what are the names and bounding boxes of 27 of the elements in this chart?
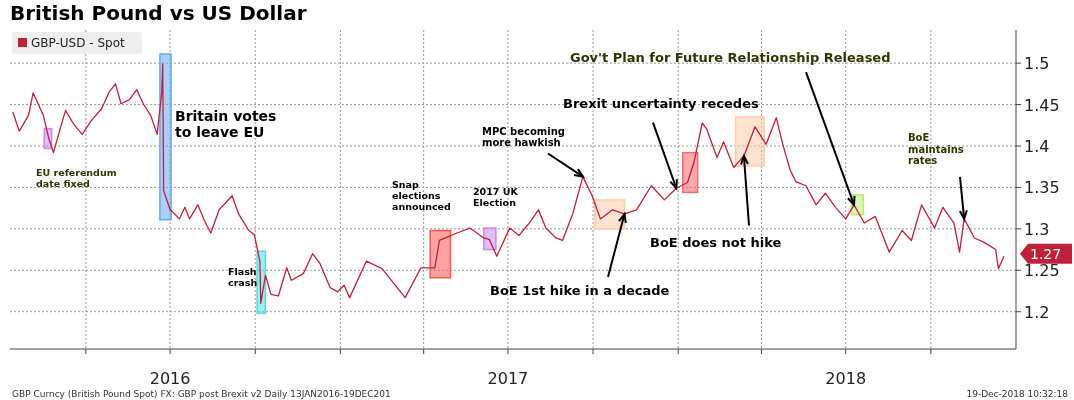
annotation: MPC becoming more hawkish [482, 125, 565, 149]
annotation: Brexit uncertainty recedes [563, 95, 759, 111]
text: GBP Curncy (British Pound Spot) FX: GBP post Brexit v2 Daily 13JAN2016-19DEC201 [12, 389, 391, 399]
annotation: 1.27 [1030, 245, 1062, 262]
chart-title: British Pound vs US Dollar [10, 1, 307, 25]
annotation: BoE 1st hike in a decade [490, 282, 670, 298]
annotation: Britain votes to leave EU [175, 107, 277, 140]
legend-label: GBP-USD - Spot [31, 36, 126, 50]
y-tick-label: 1.25 [1024, 261, 1060, 281]
annotation: BoE maintains rates [908, 132, 964, 167]
y-tick-label: 1.5 [1024, 54, 1050, 74]
x-tick-label: 2018 [825, 369, 867, 388]
x-tick-label: 2017 [487, 369, 529, 388]
y-tick-label: 1.35 [1024, 178, 1060, 198]
x-tick-label: 2016 [149, 369, 191, 388]
y-tick-label: 1.2 [1024, 302, 1050, 322]
annotation: Snap elections announced [392, 179, 451, 212]
annotation: EU referendum date fixed [36, 166, 117, 189]
line-series [12, 63, 1005, 305]
text: 19-Dec-2018 10:32:18 [966, 389, 1069, 399]
y-tick-label: 1.4 [1024, 137, 1050, 156]
y-tick-label: 1.3 [1024, 219, 1050, 239]
annotation: Flash crash [228, 266, 258, 289]
annotation: 2017 UK Election [473, 185, 519, 208]
annotation: Gov't Plan for Future Relationship Released [570, 49, 891, 65]
y-tick-label: 1.45 [1024, 95, 1060, 115]
annotation: BoE does not hike [650, 235, 782, 251]
